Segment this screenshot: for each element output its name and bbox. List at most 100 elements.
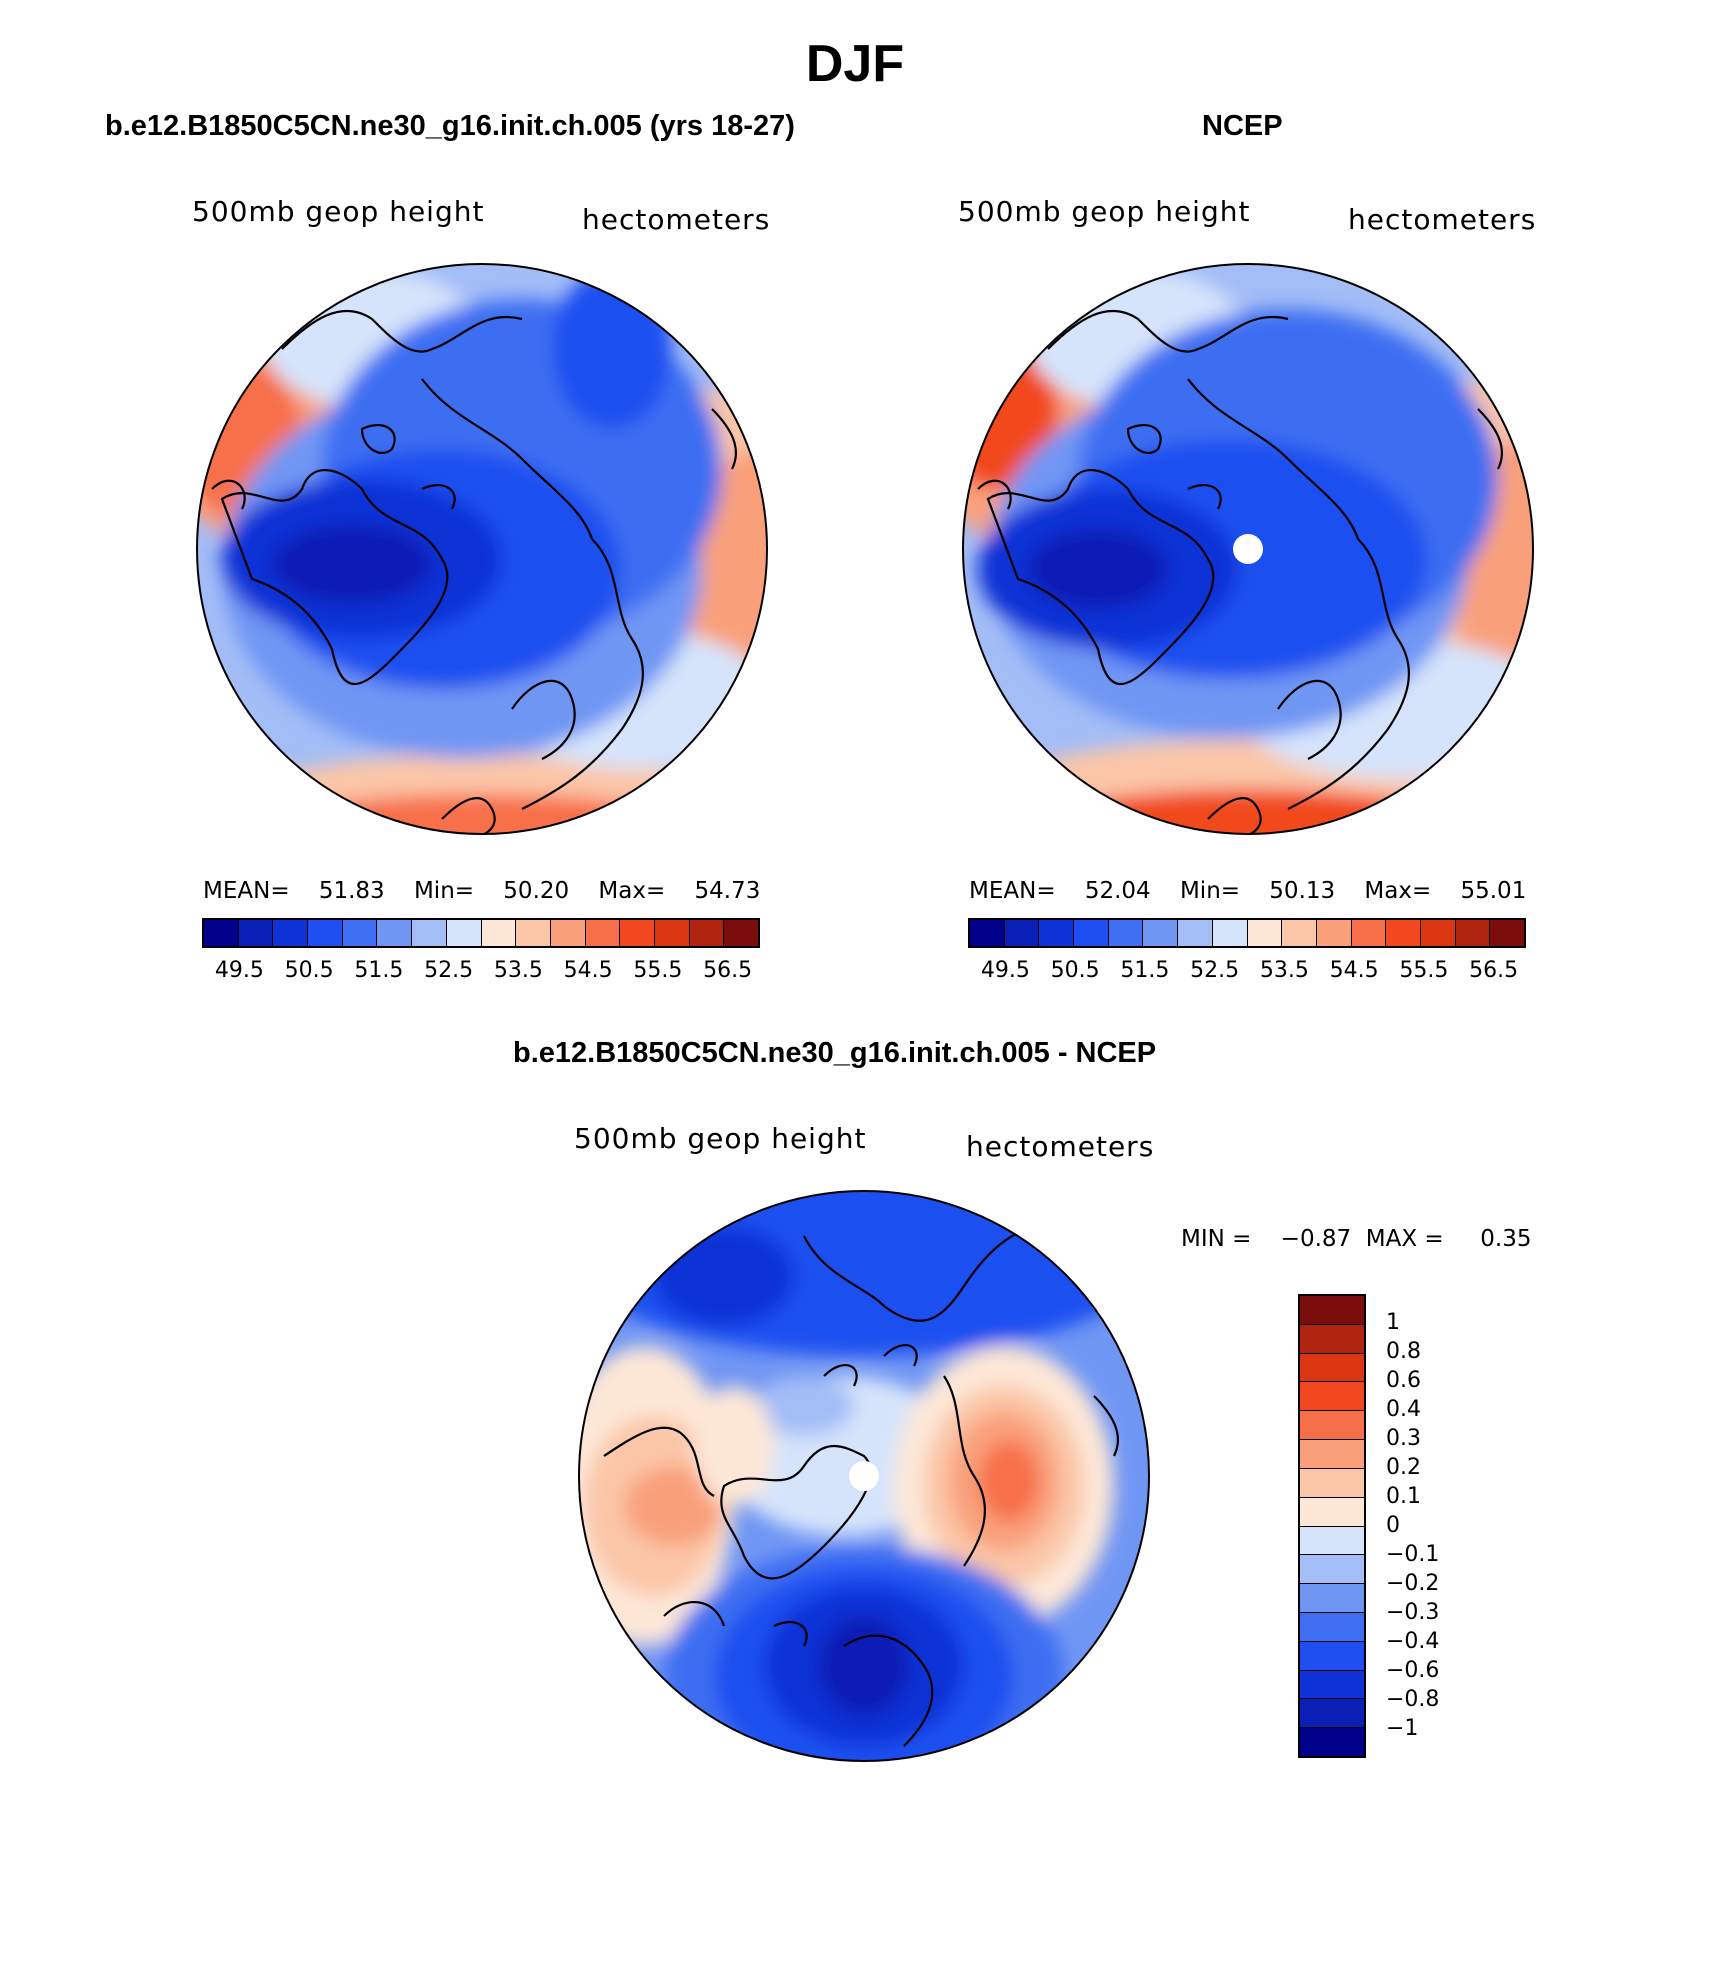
panel-3-colorbar-tick: −0.3 xyxy=(1386,1600,1440,1625)
panel-1-colorbar-ticks: 49.5 50.5 51.5 52.5 53.5 54.5 55.5 56.5 xyxy=(202,958,760,988)
panel-3-pole-hole xyxy=(849,1461,879,1491)
panel-1-colorbar-swatch xyxy=(516,920,551,946)
panel-3-colorbar-tick: −0.4 xyxy=(1386,1629,1440,1654)
panel-2-colorbar-swatch xyxy=(1351,920,1387,946)
panel-2-min-label: Min= xyxy=(1179,878,1241,904)
panel-1-colorbar-tick: 54.5 xyxy=(563,958,613,983)
panel-3-units-label: hectometers xyxy=(966,1130,1155,1163)
panel-3-colorbar xyxy=(1298,1294,1366,1758)
panel-2-colorbar-swatch xyxy=(1386,920,1421,946)
panel-3-colorbar-swatch xyxy=(1300,1641,1364,1671)
panel-3-colorbar-swatch xyxy=(1300,1353,1364,1383)
panel-1-min-label: Min= xyxy=(413,878,475,904)
panel-3-colorbar-tick: 0 xyxy=(1386,1513,1400,1538)
panel-1-colorbar-swatch xyxy=(308,920,343,946)
panel-3-colorbar-swatch xyxy=(1300,1296,1364,1325)
panel-1-colorbar-swatch xyxy=(238,920,274,946)
panel-2-min-value: 50.13 xyxy=(1269,878,1336,904)
figure-title: DJF xyxy=(805,35,905,93)
panel-2-colorbar-swatch xyxy=(1178,920,1213,946)
panel-3-colorbar-tick: 1 xyxy=(1386,1310,1400,1335)
panel-2-colorbar-swatch xyxy=(1074,920,1109,946)
panel-3-colorbar-tick: 0.2 xyxy=(1386,1455,1421,1480)
panel-2-colorbar-swatch xyxy=(1004,920,1040,946)
panel-2-variable-label: 500mb geop height xyxy=(958,195,1251,228)
panel-1-colorbar-swatch xyxy=(446,920,482,946)
panel-1-mean-value: 51.83 xyxy=(318,878,385,904)
panel-2-units-label: hectometers xyxy=(1348,203,1537,236)
panel-2-colorbar-swatch xyxy=(1490,920,1524,946)
panel-2-max-value: 55.01 xyxy=(1460,878,1527,904)
panel-2-stats: MEAN= 52.04 Min= 50.13 Max= 55.01 xyxy=(969,878,1526,904)
panel-1-colorbar xyxy=(202,918,760,948)
panel-1-colorbar-swatch xyxy=(689,920,725,946)
panel-3-max-label: MAX = xyxy=(1365,1226,1444,1252)
panel-3-colorbar-swatch xyxy=(1300,1584,1364,1613)
panel-2-colorbar-tick: 50.5 xyxy=(1050,958,1100,983)
panel-3-colorbar-swatch xyxy=(1300,1468,1364,1498)
panel-3-max-value: 0.35 xyxy=(1480,1226,1532,1252)
panel-2-mean-value: 52.04 xyxy=(1084,878,1151,904)
panel-3-min-label: MIN = xyxy=(1181,1226,1252,1252)
panel-3-colorbar-tick: −0.6 xyxy=(1386,1658,1440,1683)
panel-1-colorbar-swatch xyxy=(481,920,517,946)
panel-1-colorbar-swatch xyxy=(204,920,239,946)
panel-1-colorbar-swatch xyxy=(620,920,655,946)
panel-3-stats: MIN = −0.87 MAX = 0.35 xyxy=(1181,1226,1531,1252)
panel-2-map xyxy=(962,263,1534,835)
panel-3-colorbar-swatch xyxy=(1300,1612,1364,1642)
panel-3-map xyxy=(578,1190,1150,1762)
panel-2-max-label: Max= xyxy=(1364,878,1432,904)
panel-3-colorbar-swatch xyxy=(1300,1699,1364,1729)
panel-2-colorbar-swatch xyxy=(1420,920,1456,946)
panel-1-map xyxy=(196,263,768,835)
panel-2-title: NCEP xyxy=(1202,110,1283,142)
panel-1-colorbar-swatch xyxy=(412,920,447,946)
panel-3-colorbar-swatch xyxy=(1300,1526,1364,1556)
panel-1-colorbar-tick: 50.5 xyxy=(284,958,334,983)
panel-3-colorbar-tick: 0.1 xyxy=(1386,1484,1421,1509)
panel-1-colorbar-tick: 51.5 xyxy=(354,958,404,983)
panel-2-colorbar-swatch xyxy=(1247,920,1283,946)
panel-1-units-label: hectometers xyxy=(582,203,771,236)
panel-2-colorbar-tick: 49.5 xyxy=(980,958,1030,983)
panel-1-colorbar-swatch xyxy=(724,920,758,946)
panel-2-colorbar-tick: 56.5 xyxy=(1469,958,1519,983)
panel-1-colorbar-swatch xyxy=(273,920,309,946)
panel-1-stats: MEAN= 51.83 Min= 50.20 Max= 54.73 xyxy=(203,878,760,904)
panel-2-colorbar-tick: 52.5 xyxy=(1190,958,1240,983)
panel-1-min-value: 50.20 xyxy=(503,878,570,904)
panel-3-colorbar-swatch xyxy=(1300,1497,1364,1527)
panel-3-variable-label: 500mb geop height xyxy=(574,1122,867,1155)
panel-3-colorbar-swatch xyxy=(1300,1728,1364,1756)
panel-2-colorbar xyxy=(968,918,1526,948)
panel-2-colorbar-tick: 54.5 xyxy=(1329,958,1379,983)
panel-2-colorbar-swatch xyxy=(1455,920,1491,946)
panel-3-colorbar-ticks: 1 0.8 0.6 0.4 0.3 0.2 0.1 0 −0.1 −0.2 −0.3 −0.4 −0.6… xyxy=(1378,1294,1498,1758)
panel-2-colorbar-tick: 55.5 xyxy=(1399,958,1449,983)
panel-3-min-value: −0.87 xyxy=(1280,1226,1352,1252)
panel-1-colorbar-tick: 56.5 xyxy=(703,958,753,983)
panel-3-colorbar-swatch xyxy=(1300,1382,1364,1412)
panel-3-title: b.e12.B1850C5CN.ne30_g16.init.ch.005 - N… xyxy=(513,1037,1157,1069)
panel-1-mean-label: MEAN= xyxy=(203,878,290,904)
panel-3-colorbar-tick: 0.8 xyxy=(1386,1339,1421,1364)
panel-1-colorbar-swatch xyxy=(550,920,586,946)
panel-2-colorbar-swatch xyxy=(970,920,1005,946)
panel-3-colorbar-tick: −1 xyxy=(1386,1716,1419,1741)
panel-3-colorbar-tick: −0.8 xyxy=(1386,1687,1440,1712)
panel-3-colorbar-swatch xyxy=(1300,1670,1364,1700)
panel-1-variable-label: 500mb geop height xyxy=(192,195,485,228)
panel-1-colorbar-tick: 52.5 xyxy=(424,958,474,983)
panel-3-colorbar-tick: −0.1 xyxy=(1386,1542,1440,1567)
panel-2-colorbar-tick: 53.5 xyxy=(1259,958,1309,983)
panel-2-colorbar-swatch xyxy=(1316,920,1352,946)
panel-3-colorbar-tick: 0.6 xyxy=(1386,1368,1421,1393)
panel-2-colorbar-swatch xyxy=(1143,920,1179,946)
panel-2-colorbar-tick: 51.5 xyxy=(1120,958,1170,983)
panel-3-colorbar-swatch xyxy=(1300,1555,1364,1585)
panel-1-colorbar-swatch xyxy=(342,920,378,946)
panel-1-colorbar-tick: 49.5 xyxy=(214,958,264,983)
panel-1-colorbar-tick: 55.5 xyxy=(633,958,683,983)
panel-3-colorbar-swatch xyxy=(1300,1411,1364,1441)
